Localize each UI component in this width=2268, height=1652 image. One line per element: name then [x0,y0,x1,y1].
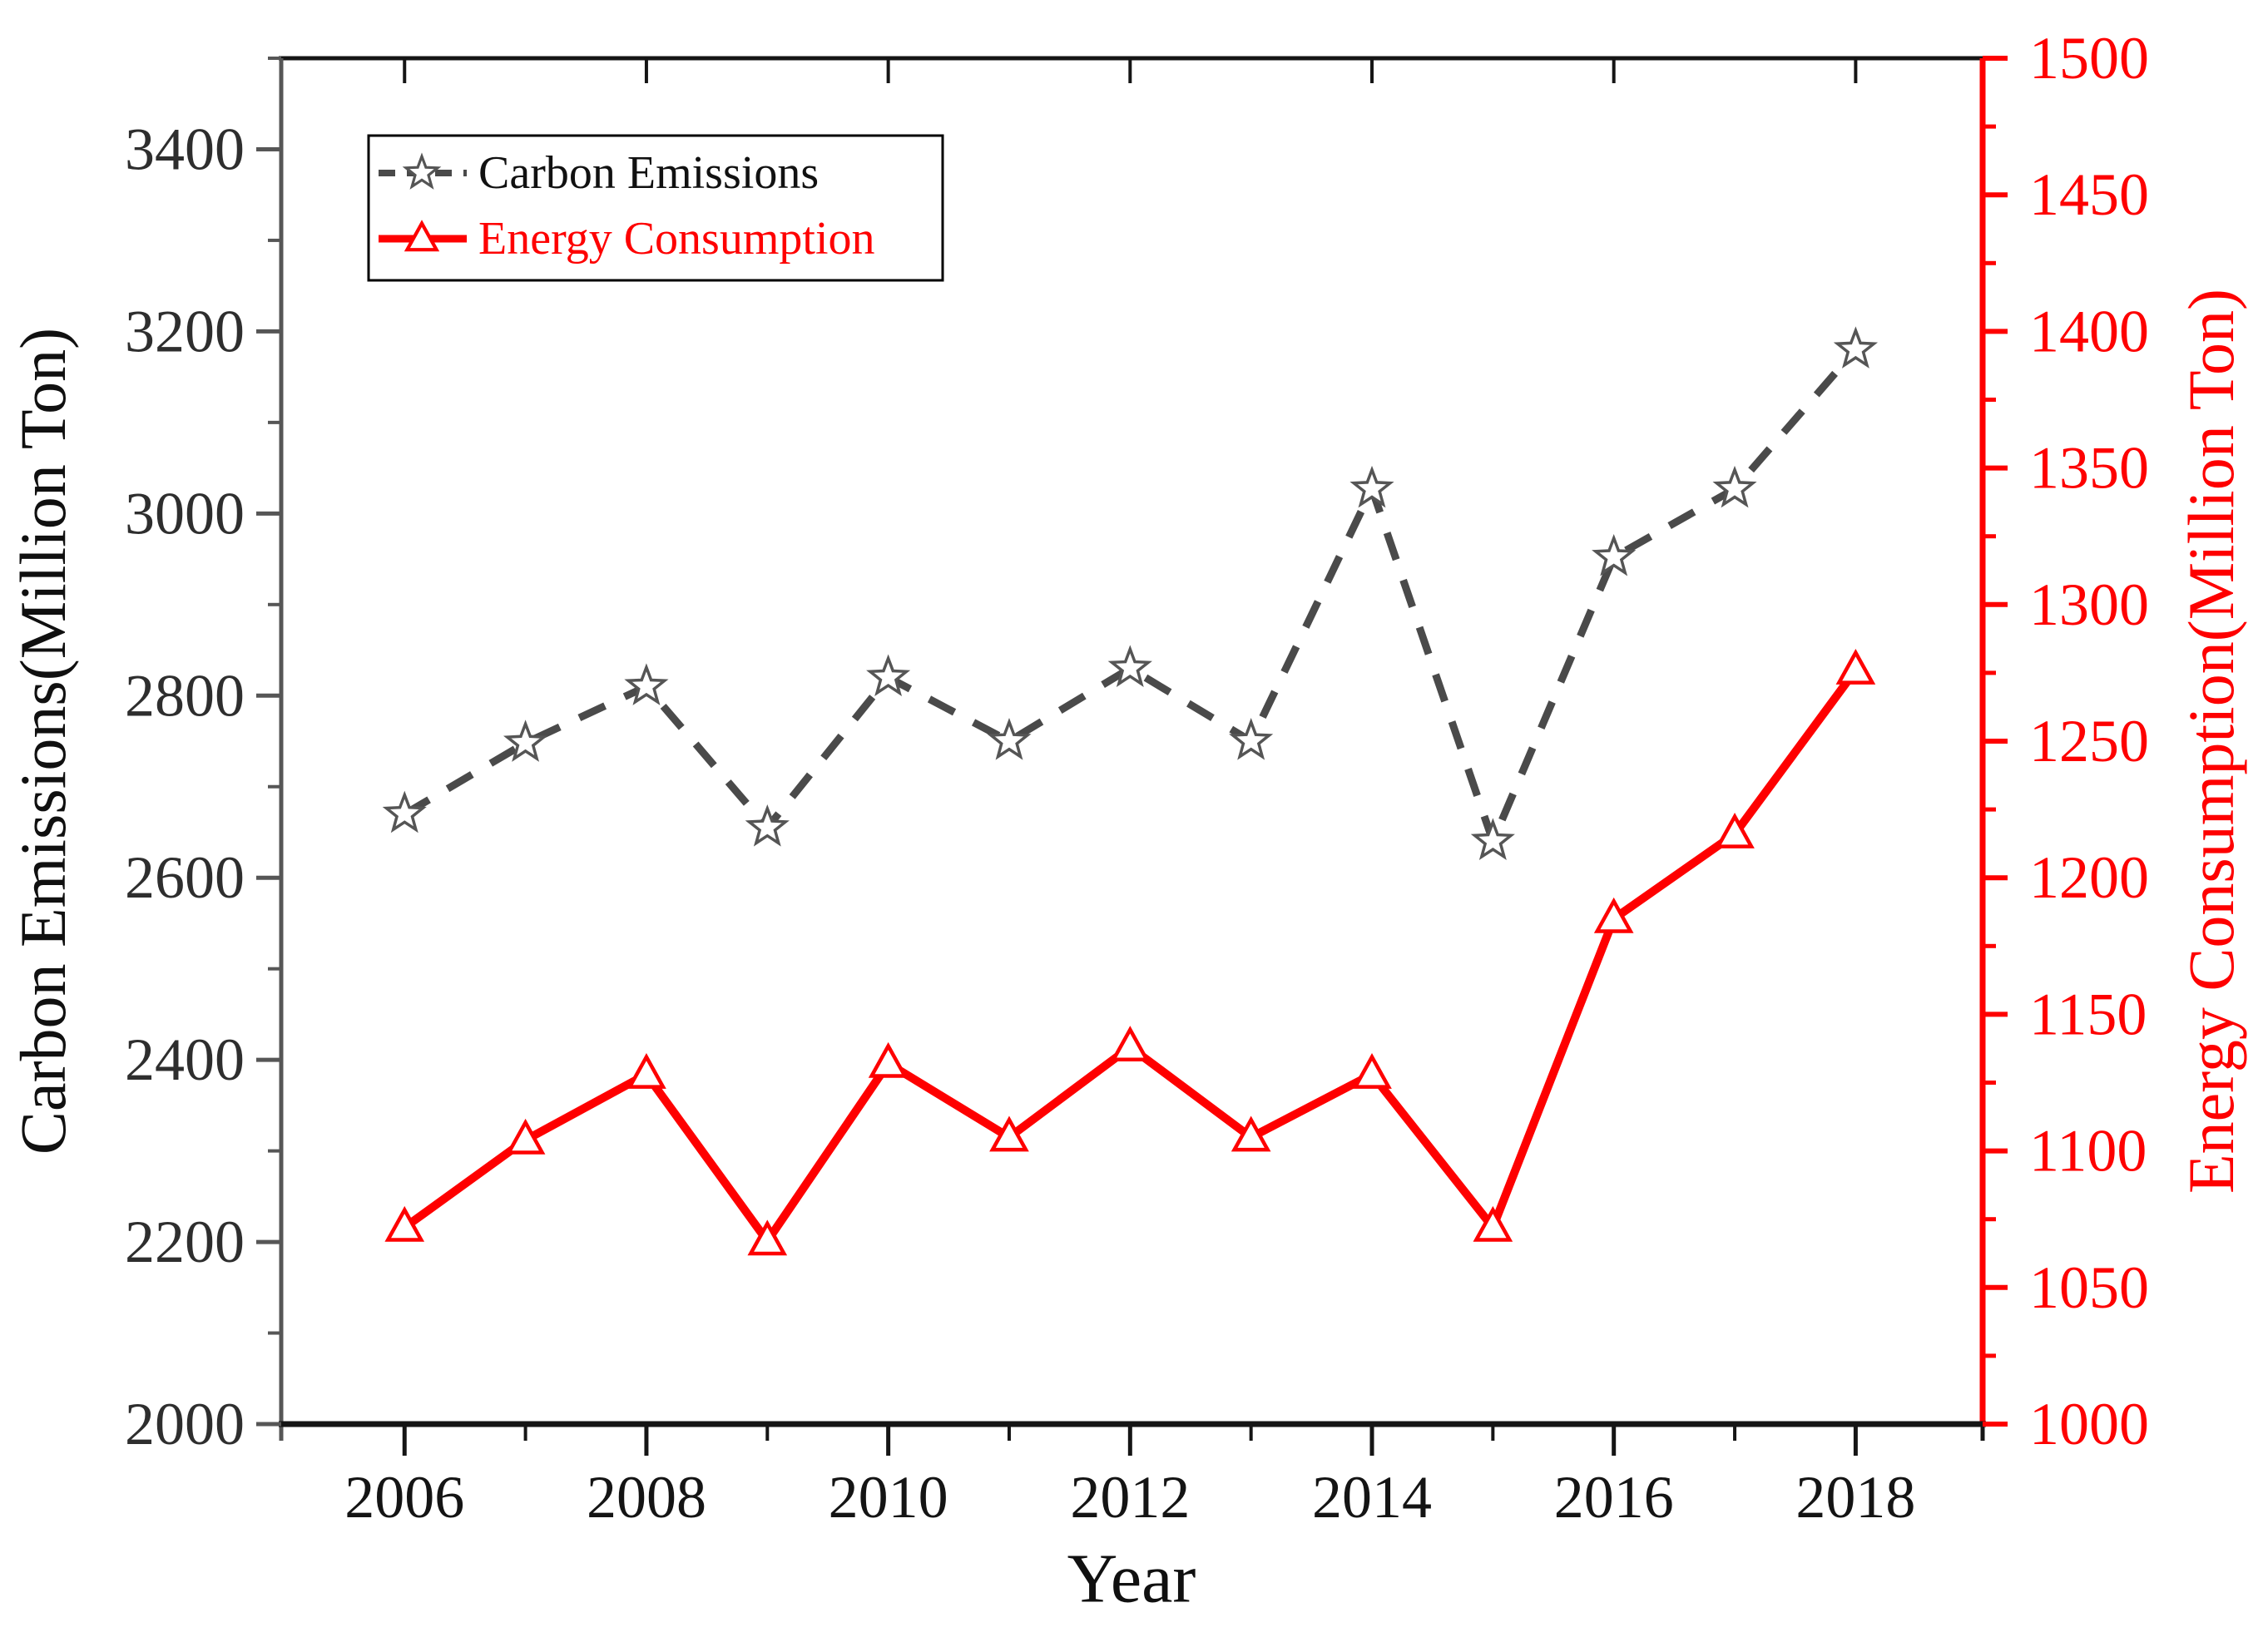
svg-text:1250: 1250 [2029,708,2149,774]
svg-text:1100: 1100 [2029,1118,2147,1185]
svg-text:2014: 2014 [1312,1464,1432,1531]
carbon-emissions-line [403,347,1859,852]
svg-text:3000: 3000 [125,480,245,547]
svg-text:2000: 2000 [125,1391,245,1457]
left-axis-title: Carbon Emissions(Million Ton) [7,327,79,1155]
svg-text:2010: 2010 [829,1464,948,1531]
energy-consumption-markers [384,648,1876,1256]
svg-text:2012: 2012 [1070,1464,1190,1531]
right-axis-title: Energy Consumption(Million Ton) [2175,288,2247,1194]
energy-consumption-line [402,667,1859,1249]
svg-text:1200: 1200 [2029,844,2149,911]
svg-text:2008: 2008 [587,1464,706,1531]
svg-text:2400: 2400 [125,1026,245,1093]
svg-text:Energy Consumption: Energy Consumption [478,213,875,265]
svg-text:1400: 1400 [2029,298,2149,364]
svg-text:1300: 1300 [2029,571,2149,638]
svg-text:1450: 1450 [2029,161,2149,228]
right-axis: 1000 1050 1100 1150 1200 1250 1300 1350 1400 1450… [1983,25,2149,1457]
svg-text:1350: 1350 [2029,435,2149,502]
svg-text:2006: 2006 [344,1464,464,1531]
svg-text:2018: 2018 [1795,1464,1915,1531]
svg-text:1500: 1500 [2029,25,2149,92]
svg-text:3200: 3200 [125,298,245,364]
left-axis: 2000 2200 2400 2600 2800 3000 3200 3400 [125,57,281,1457]
svg-text:2200: 2200 [125,1209,245,1275]
x-axis: 2006 2008 2010 2012 2014 2016 2018 [344,58,1915,1531]
svg-text:2800: 2800 [125,662,245,729]
carbon-emissions-markers [382,326,1879,861]
svg-text:2600: 2600 [125,844,245,911]
legend: Carbon Emissions Energy Consumption [367,134,944,282]
svg-text:3400: 3400 [125,116,245,182]
svg-text:1050: 1050 [2029,1254,2149,1321]
x-axis-title: Year [1067,1540,1196,1618]
svg-text:Carbon Emissions: Carbon Emissions [478,147,819,199]
svg-text:1150: 1150 [2029,981,2147,1047]
svg-text:1000: 1000 [2029,1391,2149,1457]
svg-text:2016: 2016 [1554,1464,1674,1531]
legend-box [367,134,944,282]
